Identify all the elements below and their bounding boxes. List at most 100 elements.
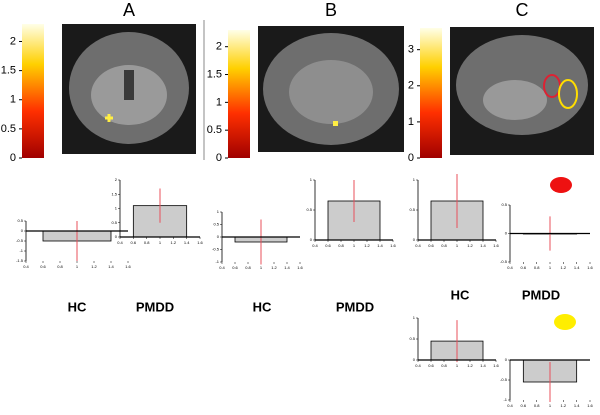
x-tick-label: 1.4: [284, 265, 290, 270]
x-tick-label: 1: [260, 265, 263, 270]
colorbar: [420, 28, 442, 158]
y-tick-label: 2: [115, 177, 118, 182]
x-tick-label: 1.6: [587, 403, 593, 408]
x-tick-label: 0.6: [325, 243, 331, 248]
x-tick-label: 1.2: [271, 265, 277, 270]
brain-image-b: [258, 26, 404, 152]
x-tick-label: 0.4: [23, 264, 29, 269]
x-tick-label: 1.2: [364, 243, 370, 248]
x-tick-label: 0.6: [428, 243, 434, 248]
x-tick-label: 0.8: [57, 264, 63, 269]
y-tick-label: -1: [503, 397, 507, 402]
x-tick-label: 0.6: [521, 265, 527, 270]
x-tick-label: 1: [549, 265, 552, 270]
x-tick-label: 1.2: [561, 265, 567, 270]
colorbar-tick-label: 2: [216, 41, 222, 53]
colorbar-tick-label: 0: [216, 152, 222, 164]
y-tick-label: 0: [413, 357, 416, 362]
brain-image-a: [62, 24, 196, 154]
y-tick-label: 0: [505, 231, 508, 236]
y-tick-label: -0.5: [16, 238, 24, 243]
y-tick-label: 0: [115, 234, 118, 239]
colorbar-tick-label: 1: [216, 96, 222, 108]
x-tick-label: 1: [159, 240, 162, 245]
panel-title: A: [123, 0, 135, 20]
group-label: HC: [253, 299, 272, 314]
group-label: PMDD: [522, 287, 560, 302]
y-tick-label: -0.5: [500, 259, 508, 264]
x-tick-label: 0.8: [534, 265, 540, 270]
colorbar-tick-label: 1: [10, 94, 16, 106]
x-tick-label: 1.2: [91, 264, 97, 269]
group-label: HC: [451, 287, 470, 302]
x-tick-label: 1.4: [184, 240, 190, 245]
y-tick-label: 0.5: [111, 220, 117, 225]
x-tick-label: 0.6: [521, 403, 527, 408]
y-tick-label: -1: [215, 259, 219, 264]
x-tick-label: 1.2: [467, 363, 473, 368]
colorbar-tick-label: 0.5: [207, 124, 222, 136]
colorbar-tick-label: 3: [408, 44, 414, 56]
y-tick-label: 0.5: [213, 222, 219, 227]
panel-title: C: [516, 0, 529, 20]
x-tick-label: 0.6: [232, 265, 238, 270]
group-label: HC: [68, 299, 87, 314]
x-tick-label: 0.8: [245, 265, 251, 270]
x-tick-label: 1.6: [587, 265, 593, 270]
x-tick-label: 1.4: [574, 265, 580, 270]
x-tick-label: 1.4: [108, 264, 114, 269]
y-tick-label: 0.5: [501, 202, 507, 207]
brain-image-c: [450, 27, 594, 155]
y-tick-label: -1: [19, 248, 23, 253]
colorbar-tick-label: 0.5: [1, 123, 16, 135]
colorbar-tick-label: 2: [408, 80, 414, 92]
colorbar-tick-label: 1.5: [1, 65, 16, 77]
group-label: PMDD: [136, 299, 174, 314]
x-tick-label: 1.2: [561, 403, 567, 408]
x-tick-label: 1.2: [467, 243, 473, 248]
x-tick-label: 1: [549, 403, 552, 408]
x-tick-label: 1: [456, 243, 459, 248]
y-tick-label: 1: [310, 177, 313, 182]
y-tick-label: -0.5: [212, 247, 220, 252]
x-tick-label: 0.6: [428, 363, 434, 368]
colorbar-tick-label: 1: [408, 116, 414, 128]
group-label: PMDD: [336, 299, 374, 314]
x-tick-label: 0.4: [219, 265, 225, 270]
x-tick-label: 1.6: [197, 240, 203, 245]
x-tick-label: 1: [353, 243, 356, 248]
y-tick-label: 0.5: [17, 218, 23, 223]
x-tick-label: 1.6: [297, 265, 303, 270]
panel-title: B: [325, 0, 337, 20]
y-tick-label: 0: [413, 237, 416, 242]
y-tick-label: 1: [217, 209, 220, 214]
x-tick-label: 0.6: [131, 240, 137, 245]
y-tick-label: 0: [217, 234, 220, 239]
colorbar: [22, 24, 44, 158]
x-tick-label: 1.4: [480, 363, 486, 368]
x-tick-label: 1.6: [390, 243, 396, 248]
y-tick-label: 0.5: [306, 207, 312, 212]
y-tick-label: 1: [115, 206, 118, 211]
x-tick-label: 1.6: [493, 243, 499, 248]
x-tick-label: 0.8: [534, 403, 540, 408]
x-tick-label: 0.8: [441, 243, 447, 248]
x-tick-label: 0.4: [507, 403, 513, 408]
x-tick-label: 0.4: [312, 243, 318, 248]
y-tick-label: -1.5: [16, 258, 24, 263]
x-tick-label: 0.8: [338, 243, 344, 248]
y-tick-label: 0.5: [409, 336, 415, 341]
x-tick-label: 0.6: [40, 264, 46, 269]
y-tick-label: 0: [505, 357, 508, 362]
x-tick-label: 1.4: [574, 403, 580, 408]
x-tick-label: 0.8: [144, 240, 150, 245]
x-tick-label: 0.4: [117, 240, 123, 245]
y-tick-label: 0: [310, 237, 313, 242]
region-dot-red: [550, 177, 572, 193]
x-tick-label: 1.2: [171, 240, 177, 245]
x-tick-label: 1: [456, 363, 459, 368]
x-tick-label: 1.4: [377, 243, 383, 248]
x-tick-label: 1.6: [493, 363, 499, 368]
x-tick-label: 1.6: [125, 264, 131, 269]
